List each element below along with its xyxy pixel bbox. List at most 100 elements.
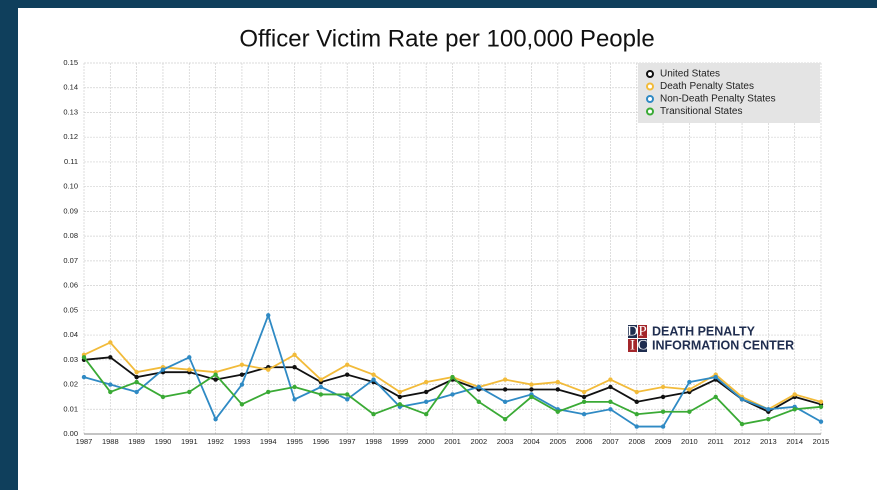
point: [134, 389, 139, 395]
legend-label: Death Penalty States: [660, 81, 754, 92]
y-tick-label: 0.15: [63, 58, 78, 67]
point: [792, 407, 797, 412]
point: [660, 384, 666, 390]
point: [371, 412, 376, 417]
y-tick-label: 0.10: [63, 182, 78, 191]
y-tick-label: 0.05: [63, 305, 78, 314]
y-tick-label: 0.12: [63, 132, 78, 141]
point: [187, 355, 192, 360]
point: [187, 367, 192, 372]
point: [660, 394, 666, 400]
logo-cell: [638, 339, 647, 352]
x-tick-label: 2006: [576, 437, 593, 446]
x-tick-label: 1996: [313, 437, 330, 446]
x-tick-label: 1989: [128, 437, 145, 446]
x-tick-label: 2014: [786, 437, 803, 446]
point: [634, 424, 639, 429]
point: [345, 397, 350, 402]
point: [687, 387, 692, 392]
logo-cell: [638, 325, 647, 338]
y-tick-label: 0.00: [63, 429, 78, 438]
x-tick-label: 1999: [392, 437, 409, 446]
point: [266, 313, 271, 318]
point: [213, 372, 218, 377]
point: [792, 392, 797, 397]
point: [371, 372, 376, 377]
x-tick-label: 1993: [234, 437, 251, 446]
logo-cell: [628, 339, 637, 352]
x-tick-label: 2004: [523, 437, 540, 446]
y-tick-label: 0.02: [63, 380, 78, 389]
point: [345, 392, 350, 397]
point: [608, 399, 613, 405]
y-tick-label: 0.01: [63, 404, 78, 413]
point: [239, 372, 245, 377]
point: [134, 374, 139, 380]
point: [108, 382, 113, 387]
point: [292, 352, 297, 358]
point: [423, 379, 429, 385]
x-tick-label: 1988: [102, 437, 119, 446]
y-tick-label: 0.03: [63, 355, 78, 364]
point: [687, 379, 692, 385]
point: [502, 377, 508, 382]
legend-marker: [646, 82, 654, 91]
x-tick-label: 1990: [155, 437, 172, 446]
point: [687, 409, 692, 414]
point: [555, 387, 560, 392]
point: [739, 397, 745, 402]
point: [318, 384, 324, 390]
logo-letter: I: [630, 337, 635, 353]
point: [476, 399, 482, 405]
x-tick-label: 2010: [681, 437, 698, 446]
x-tick-label: 1987: [76, 437, 93, 446]
point: [292, 365, 297, 370]
point: [634, 389, 639, 395]
point: [160, 367, 166, 372]
legend-marker: [646, 70, 654, 78]
point: [818, 419, 824, 424]
point: [397, 394, 403, 400]
point: [608, 377, 613, 382]
point: [345, 372, 350, 377]
y-tick-label: 0.06: [63, 281, 78, 290]
point: [502, 387, 508, 392]
point: [318, 377, 324, 382]
point: [108, 355, 113, 360]
legend-label: Non-Death Penalty States: [660, 94, 776, 105]
point: [581, 394, 587, 400]
point: [239, 382, 245, 387]
point: [397, 402, 403, 407]
point: [108, 340, 113, 345]
y-tick-label: 0.14: [63, 83, 78, 92]
point: [318, 392, 324, 397]
y-tick-label: 0.08: [63, 231, 78, 240]
point: [581, 399, 587, 405]
x-tick-label: 2002: [470, 437, 487, 446]
point: [134, 379, 139, 385]
point: [555, 409, 560, 414]
x-tick-label: 2009: [655, 437, 672, 446]
point: [502, 399, 508, 405]
x-tick-label: 1998: [365, 437, 382, 446]
x-tick-label: 2011: [708, 437, 724, 446]
point: [450, 392, 455, 397]
point: [345, 362, 350, 367]
y-tick-label: 0.07: [63, 256, 78, 265]
point: [450, 374, 455, 380]
point: [766, 407, 771, 412]
point: [739, 421, 745, 427]
chart-title: Officer Victim Rate per 100,000 People: [239, 25, 654, 52]
point: [818, 399, 824, 405]
y-tick-label: 0.13: [63, 107, 78, 116]
y-tick-label: 0.11: [64, 157, 78, 166]
x-tick-label: 2000: [418, 437, 435, 446]
legend-label: United States: [660, 69, 720, 80]
point: [266, 367, 271, 372]
legend-marker: [646, 95, 654, 103]
point: [529, 382, 534, 387]
point: [529, 387, 534, 392]
x-tick-label: 2015: [813, 437, 830, 446]
